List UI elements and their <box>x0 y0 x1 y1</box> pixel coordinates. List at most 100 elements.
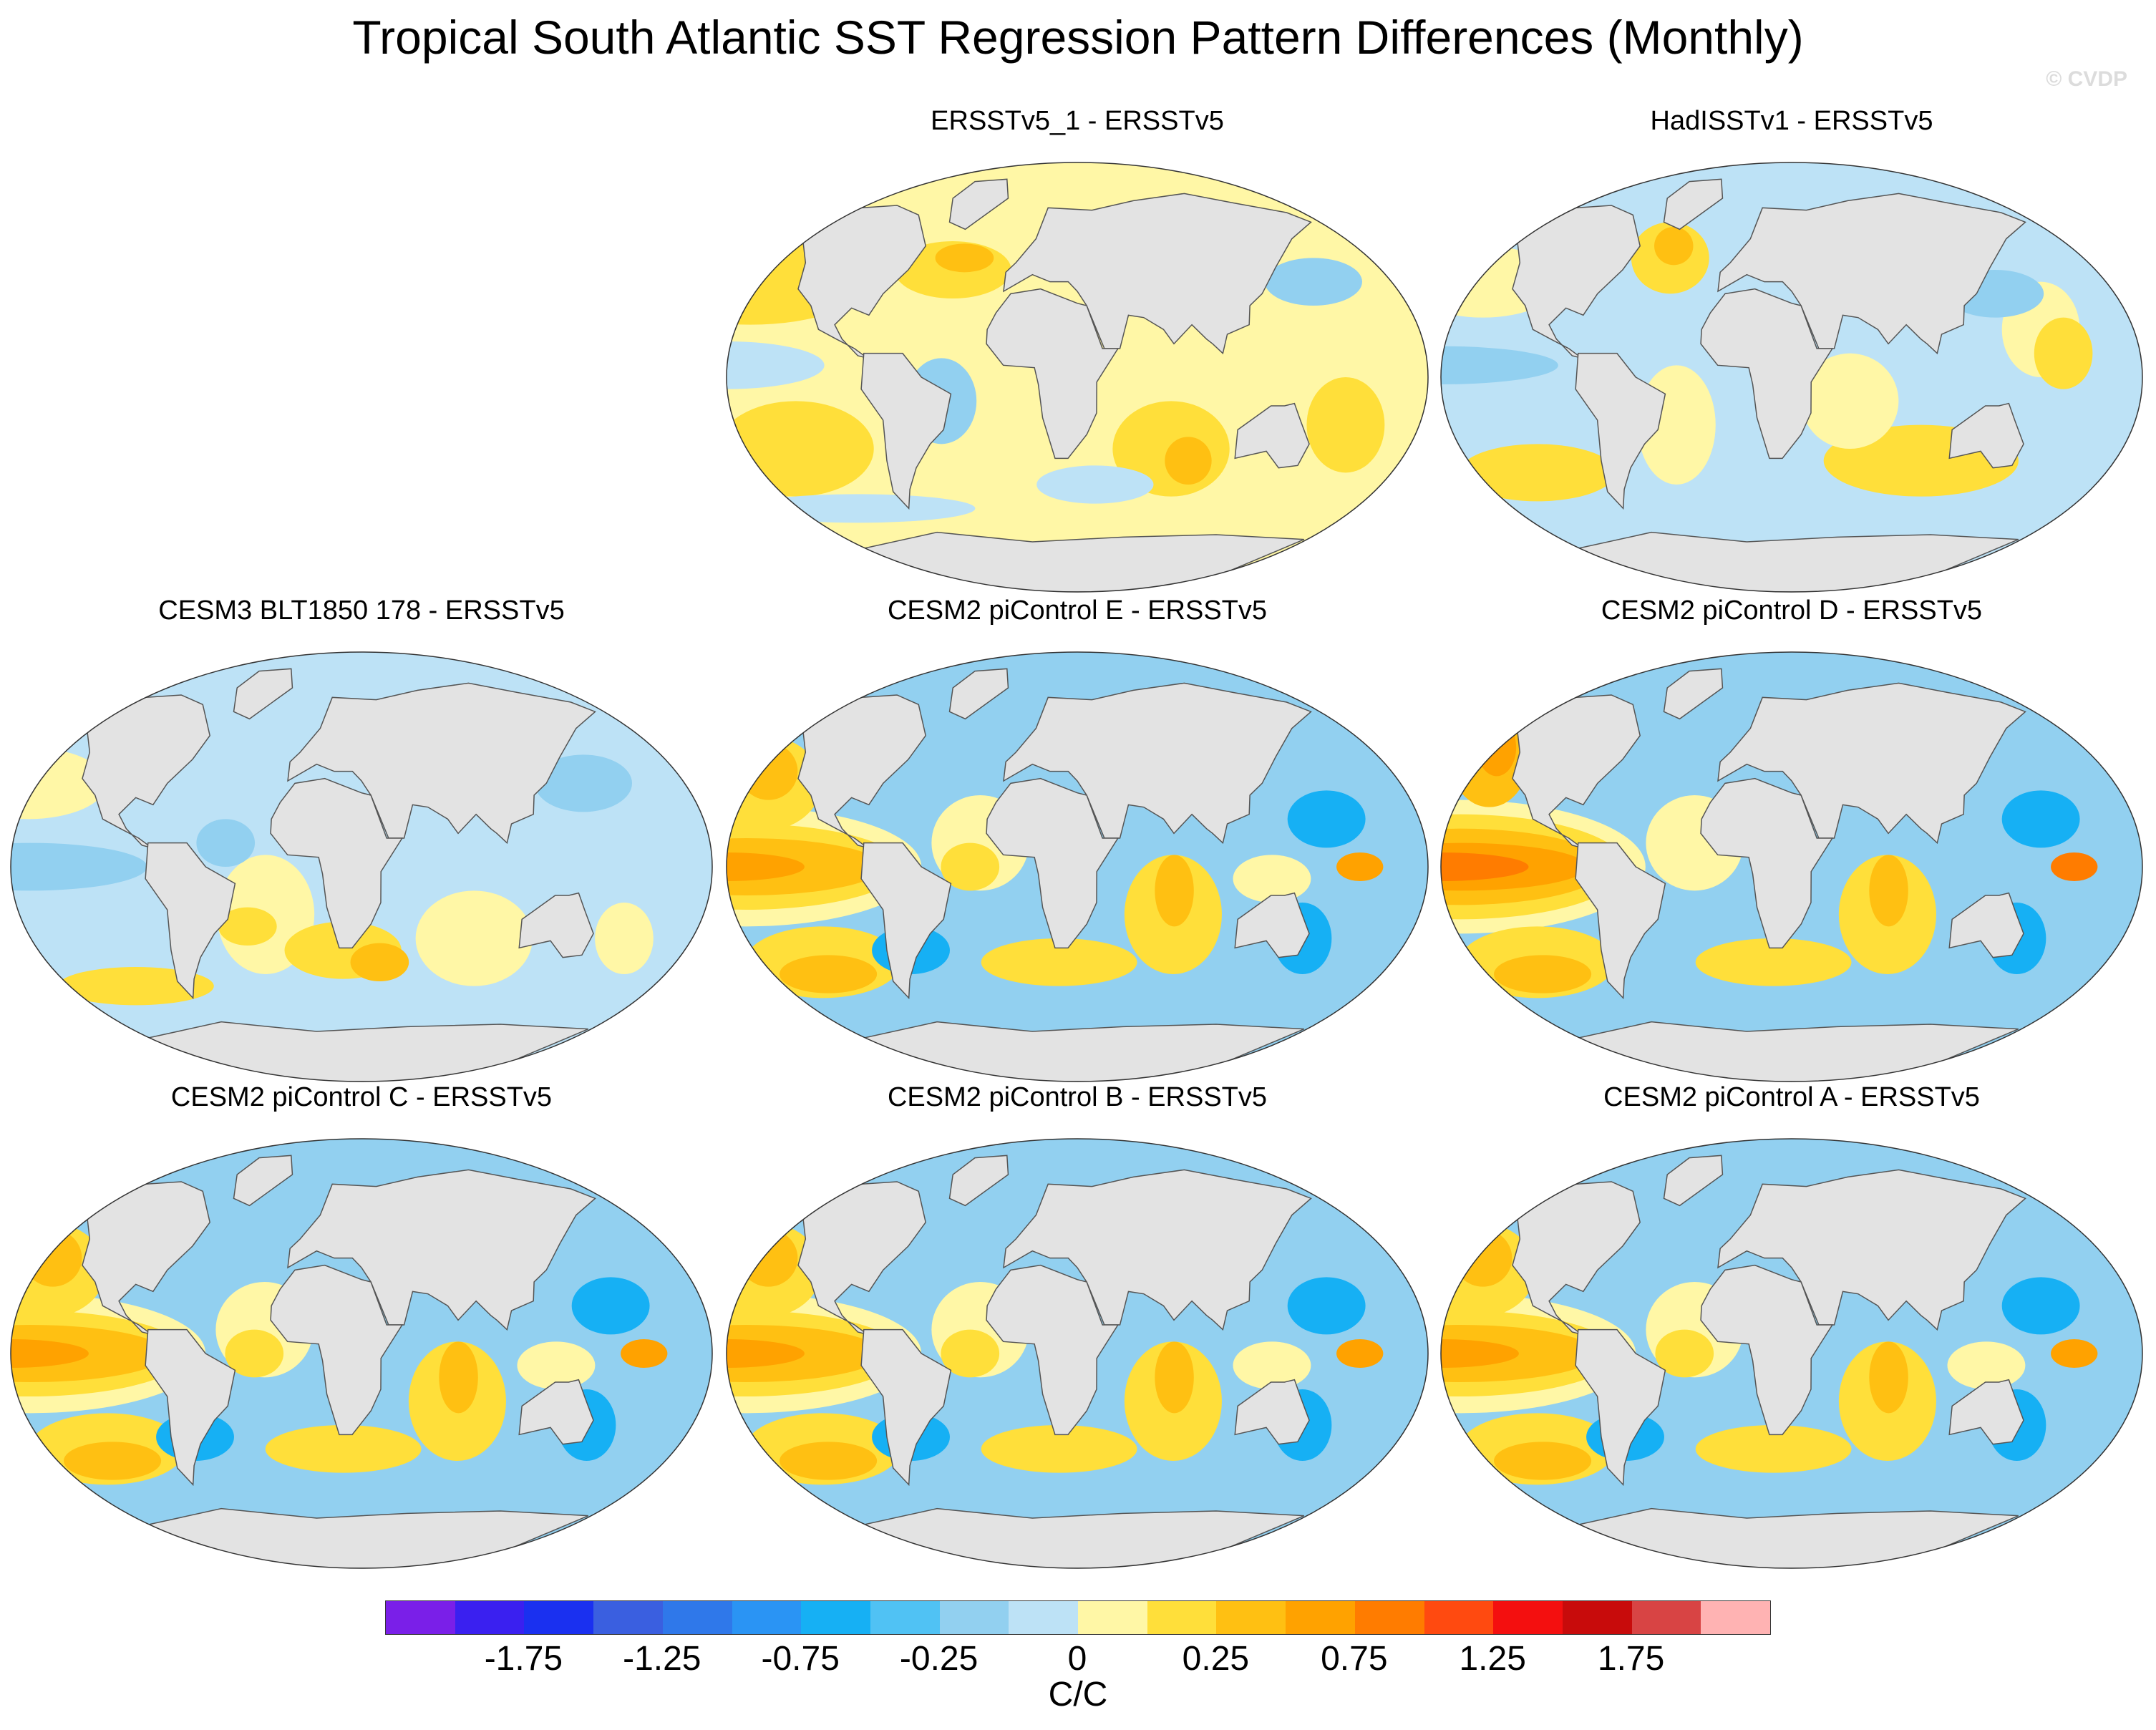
anomaly-region <box>517 1341 596 1389</box>
australia-landmass <box>1948 892 2024 958</box>
north-america-landmass <box>1478 205 1641 359</box>
africa-landmass <box>986 777 1120 949</box>
greenland-landmass <box>1663 668 1724 720</box>
map-panel: CESM2 piControl D - ERSSTv5 <box>1437 594 2146 1099</box>
colorbar-swatch <box>1147 1601 1217 1634</box>
north-america-landmass <box>764 205 927 359</box>
colorbar-swatch <box>1562 1601 1632 1634</box>
anomaly-region <box>2051 1339 2098 1368</box>
anomaly-region <box>1287 790 1366 848</box>
anomaly-region <box>741 494 976 523</box>
panel-title: CESM3 BLT1850 178 - ERSSTv5 <box>158 596 565 626</box>
anomaly-region <box>739 742 798 800</box>
colorbar-labels: -1.75 -1.25 -0.75 -0.25 0 0.25 0.75 1.25 1.75 <box>385 1639 1769 1682</box>
panel-title: CESM2 piControl E - ERSSTv5 <box>887 596 1268 626</box>
anomaly-region <box>1869 1341 1908 1414</box>
anomaly-region <box>1155 855 1194 927</box>
anomaly-region <box>1233 1341 1311 1389</box>
anomaly-region <box>2001 1277 2080 1335</box>
north-america-landmass <box>764 694 927 849</box>
anomaly-region <box>415 890 533 986</box>
anomaly-region <box>1494 1442 1592 1480</box>
anomaly-region <box>57 967 214 1006</box>
colorbar-swatch <box>1493 1601 1563 1634</box>
map-panel: CESM2 piControl C - ERSSTv5 <box>7 1081 716 1586</box>
anomaly-region <box>1165 437 1212 485</box>
colorbar-tick-label: 1.75 <box>1597 1640 1665 1678</box>
map-panel: CESM2 piControl A - ERSSTv5 <box>1437 1081 2146 1586</box>
africa-landmass <box>270 777 404 949</box>
anomaly-region <box>780 955 878 993</box>
colorbar-tick-label: -1.75 <box>484 1640 563 1678</box>
world-map <box>1440 162 2143 593</box>
anomaly-region <box>571 1277 650 1335</box>
colorbar-swatch <box>732 1601 802 1634</box>
australia-landmass <box>518 1379 594 1445</box>
greenland-landmass <box>233 668 293 720</box>
colorbar-tick-label: -1.25 <box>623 1640 701 1678</box>
anomaly-region <box>1441 1339 1519 1368</box>
south-america-landmass <box>860 1328 952 1487</box>
north-america-landmass <box>1478 694 1641 849</box>
colorbar-swatch <box>1078 1601 1147 1634</box>
eurasia-landmass <box>1717 682 2026 845</box>
colorbar-swatch <box>662 1601 732 1634</box>
south-america-landmass <box>145 842 236 1000</box>
anomaly-region <box>1655 1329 1714 1378</box>
colorbar-tick-label: 0 <box>1067 1640 1087 1678</box>
africa-landmass <box>986 1264 1120 1436</box>
south-america-landmass <box>1575 1328 1666 1487</box>
colorbar-tick-label: 0.25 <box>1182 1640 1250 1678</box>
anomaly-region <box>1233 855 1311 903</box>
colorbar-swatch <box>1216 1601 1286 1634</box>
anomaly-region <box>1287 1277 1366 1335</box>
world-map <box>10 651 713 1082</box>
australia-landmass <box>1234 892 1310 958</box>
map-panel: CESM2 piControl B - ERSSTv5 <box>723 1081 1432 1586</box>
map-panel: CESM2 piControl E - ERSSTv5 <box>723 594 1432 1099</box>
world-map <box>726 1138 1429 1569</box>
map-panel: HadISSTv1 - ERSSTv5 <box>1437 105 2146 610</box>
north-america-landmass <box>48 1181 211 1336</box>
anomaly-region <box>1264 258 1362 306</box>
panel-title: CESM2 piControl A - ERSSTv5 <box>1603 1082 1980 1112</box>
colorbar <box>385 1600 1771 1635</box>
anomaly-region <box>780 1442 878 1480</box>
world-map <box>10 1138 713 1569</box>
map-border <box>726 162 1429 593</box>
anomaly-region <box>621 1339 668 1368</box>
australia-landmass <box>518 892 594 958</box>
anomaly-region <box>1459 444 1616 502</box>
panel-title: CESM2 piControl D - ERSSTv5 <box>1601 596 1983 626</box>
anomaly-region <box>727 1339 805 1368</box>
australia-landmass <box>1948 402 2024 469</box>
greenland-landmass <box>233 1155 293 1207</box>
anomaly-region <box>1947 1341 2026 1389</box>
anomaly-region <box>1336 1339 1384 1368</box>
anomaly-region <box>739 1229 798 1287</box>
anomaly-region <box>595 903 654 974</box>
world-map <box>1440 1138 2143 1569</box>
map-panel: ERSSTv5_1 - ERSSTv5 <box>723 105 1432 610</box>
panel-title: ERSSTv5_1 - ERSSTv5 <box>931 106 1224 136</box>
colorbar-swatch <box>1631 1601 1701 1634</box>
anomaly-region <box>350 943 409 981</box>
map-border <box>1440 1138 2143 1569</box>
anomaly-region <box>981 1425 1137 1473</box>
greenland-landmass <box>1663 178 1724 230</box>
colorbar-tick-label: -0.75 <box>761 1640 840 1678</box>
panel-title: HadISSTv1 - ERSSTv5 <box>1650 106 1933 136</box>
anomaly-region <box>2051 852 2098 881</box>
africa-landmass <box>1700 288 1834 460</box>
colorbar-swatch <box>1009 1601 1079 1634</box>
colorbar-swatch <box>593 1601 663 1634</box>
north-america-landmass <box>48 694 211 849</box>
eurasia-landmass <box>1717 193 2026 355</box>
colorbar-swatch <box>1354 1601 1424 1634</box>
map-border <box>726 651 1429 1082</box>
africa-landmass <box>1700 777 1834 949</box>
south-america-landmass <box>860 352 952 510</box>
world-map <box>726 651 1429 1082</box>
colorbar-unit: C/C <box>1048 1676 1108 1714</box>
eurasia-landmass <box>287 682 596 845</box>
